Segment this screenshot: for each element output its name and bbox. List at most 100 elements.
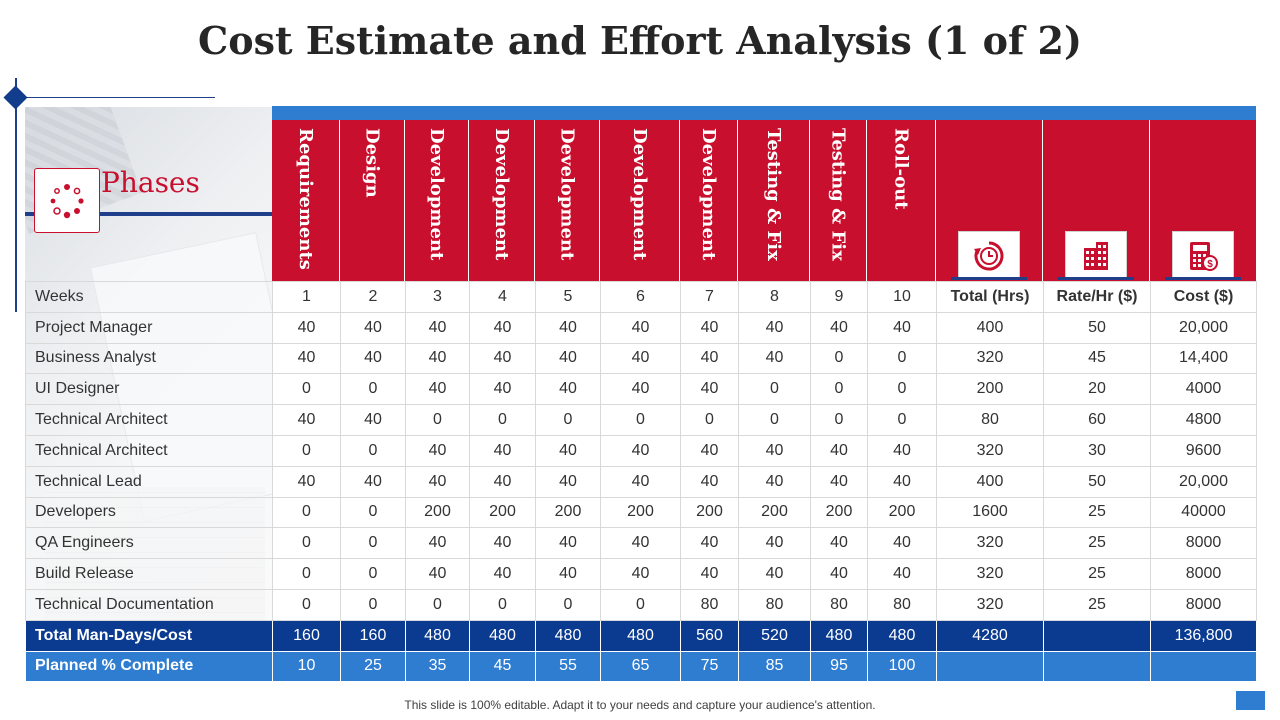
hours-cell: 200 [680,496,739,529]
total-row: Total Man-Days/Cost 160 160 480 480 480 480 560… [25,619,1257,652]
hours-cell: 40 [405,434,470,467]
total-hrs-cell: 400 [936,311,1044,344]
rate-label: Rate/Hr ($) [1043,281,1151,313]
footer-note: This slide is 100% editable. Adapt it to… [404,698,876,712]
summary-cell: 480 [405,619,470,652]
hours-cell: 40 [738,434,811,467]
row-label: Business Analyst [25,342,273,375]
week-number: 9 [810,281,868,313]
table-row: QA Engineers 0 0 40 40 40 40 40 40 40 40 320 25 8000 [25,527,1257,560]
cost-cell: 9600 [1150,434,1257,467]
corner-accent [1236,691,1265,710]
hours-cell: 40 [680,342,739,375]
phase-header-label: Development [556,128,578,261]
table-row: Technical Lead 40 40 40 40 40 40 40 40 40 40 400 50 2… [25,465,1257,498]
hours-cell: 40 [867,434,937,467]
table-row: Technical Architect 0 0 40 40 40 40 40 40 40 40 320… [25,434,1257,467]
summary-rate-cell [1043,619,1151,652]
calculator-dollar-icon: $ [1190,241,1218,271]
hours-cell: 0 [469,588,536,621]
phases-icon-box [34,168,100,233]
hours-cell: 0 [738,373,811,406]
hours-cell: 40 [600,434,681,467]
hours-cell: 40 [340,342,406,375]
hours-cell: 40 [600,342,681,375]
phase-header-3: Development [405,120,469,281]
row-label: UI Designer [25,373,273,406]
total-icon-box [958,231,1020,279]
summary-cell: 85 [738,650,811,683]
row-label: Technical Documentation [25,588,273,621]
hours-cell: 40 [680,465,739,498]
hours-cell: 200 [469,496,536,529]
rate-cell: 50 [1043,311,1151,344]
planned-complete-row: Planned % Complete 10 25 35 45 55 65 75 85 95 100 [25,650,1257,683]
phase-header-8: Testing & Fix [738,120,810,281]
hours-cell: 40 [535,465,601,498]
phases-label: Phases [101,166,200,199]
hours-cell: 40 [867,465,937,498]
summary-cell: 35 [405,650,470,683]
cost-label: Cost ($) [1150,281,1257,313]
row-label: Technical Architect [25,434,273,467]
hours-cell: 40 [738,558,811,590]
hours-cell: 40 [469,465,536,498]
hours-cell: 80 [867,588,937,621]
hours-cell: 40 [680,527,739,560]
hours-cell: 0 [867,342,937,375]
hours-cell: 40 [469,434,536,467]
hours-cell: 40 [469,558,536,590]
hours-cell: 80 [738,588,811,621]
hours-cell: 80 [680,588,739,621]
hours-cell: 200 [738,496,811,529]
hours-cell: 40 [600,373,681,406]
hours-cell: 0 [340,588,406,621]
summary-cell: 480 [867,619,937,652]
rate-cell: 25 [1043,558,1151,590]
summary-cell: 25 [340,650,406,683]
slide-title: Cost Estimate and Effort Analysis (1 of … [198,18,1082,63]
rate-cell: 20 [1043,373,1151,406]
hours-cell: 40 [738,527,811,560]
hours-cell: 0 [405,588,470,621]
cost-effort-table: Weeks 1 2 3 4 5 6 7 8 9 10 Total (Hrs) Rate/Hr ($) Co… [25,281,1257,683]
decorative-horizontal-line [16,97,215,98]
cost-cell: 20,000 [1150,465,1257,498]
rate-cell: 30 [1043,434,1151,467]
hours-cell: 40 [405,527,470,560]
table-row: Project Manager 40 40 40 40 40 40 40 40 40 40 400 50… [25,311,1257,344]
summary-cell: 10 [272,650,341,683]
week-number: 10 [867,281,937,313]
rate-cell: 25 [1043,527,1151,560]
hours-cell: 40 [340,404,406,436]
total-hrs-cell: 320 [936,527,1044,560]
hours-cell: 40 [405,373,470,406]
hours-cell: 0 [340,558,406,590]
hours-cell: 0 [340,373,406,406]
hours-cell: 40 [680,558,739,590]
hours-cell: 40 [405,342,470,375]
table-row: Technical Architect 40 40 0 0 0 0 0 0 0 0 80 60 4800 [25,404,1257,436]
hours-cell: 40 [405,311,470,344]
rate-cell: 25 [1043,496,1151,529]
cost-icon-box: $ [1172,231,1234,279]
phases-underline-bar [25,212,272,216]
icon-underline [951,277,1027,280]
total-hrs-cell: 80 [936,404,1044,436]
hours-cell: 0 [680,404,739,436]
hours-cell: 40 [535,434,601,467]
row-label: Build Release [25,558,273,590]
phase-header-label: Design [361,128,383,198]
summary-cell: 480 [535,619,601,652]
hours-cell: 40 [535,558,601,590]
phase-header-5: Development [535,120,600,281]
hours-cell: 40 [738,311,811,344]
hours-cell: 40 [272,342,341,375]
total-hrs-cell: 320 [936,588,1044,621]
hours-cell: 0 [340,527,406,560]
phase-header-4: Development [469,120,535,281]
summary-total-cell [936,650,1044,683]
summary-cell: 160 [340,619,406,652]
hours-cell: 40 [738,342,811,375]
rate-cell: 60 [1043,404,1151,436]
